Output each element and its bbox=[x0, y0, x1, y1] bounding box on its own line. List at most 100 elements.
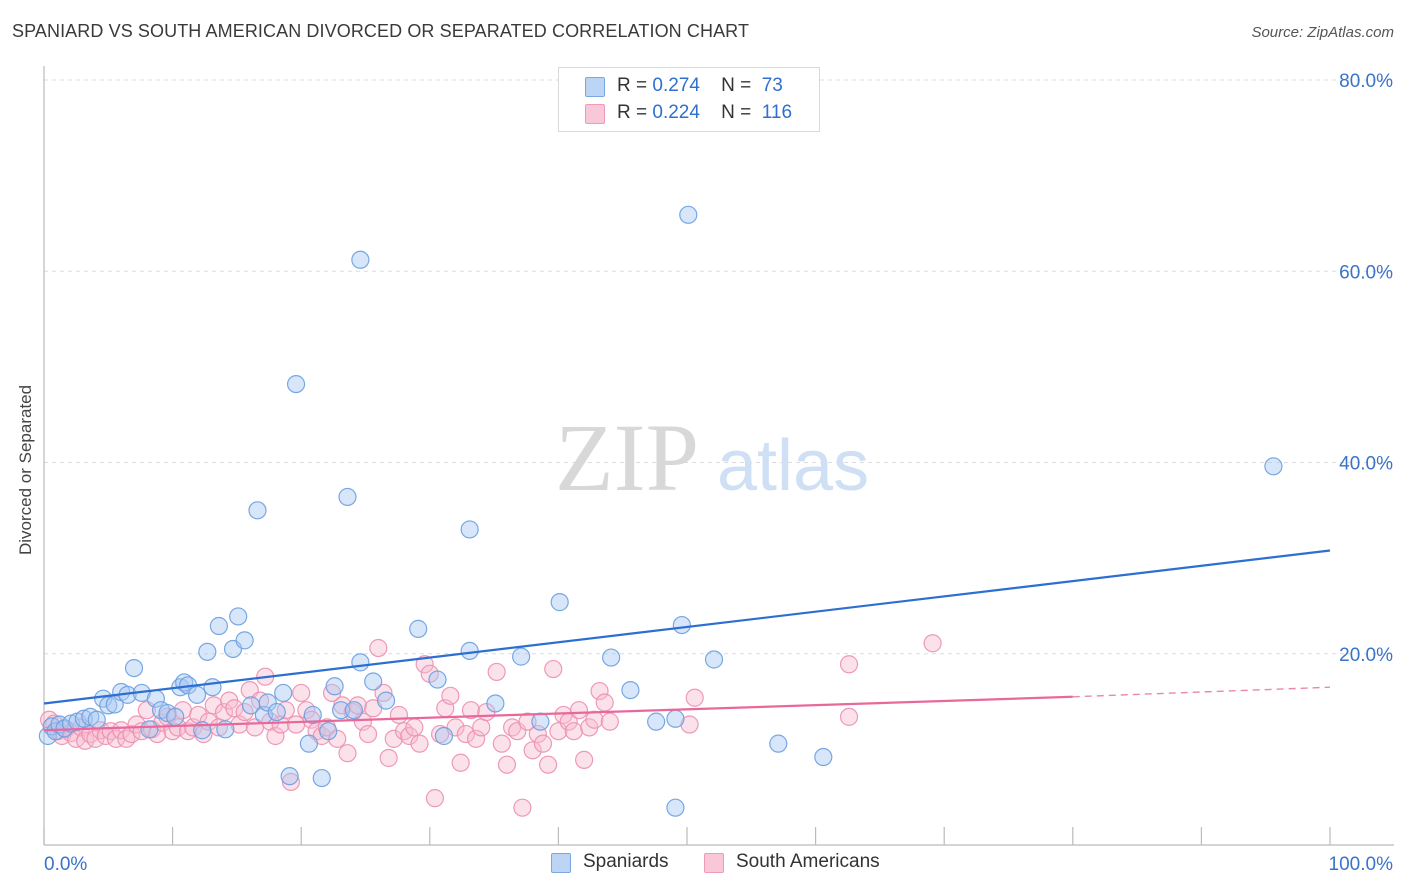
legend-n-label: N = bbox=[721, 75, 752, 96]
south-americans-point bbox=[122, 724, 141, 744]
trend-lines bbox=[43, 549, 1331, 732]
south-americans-point bbox=[410, 734, 429, 753]
south-americans-point bbox=[286, 715, 306, 734]
y-tick-label-20: 20.0% bbox=[1339, 645, 1393, 666]
south-americans-point bbox=[441, 686, 460, 705]
south-americans-point bbox=[839, 707, 859, 726]
axes bbox=[43, 66, 1394, 846]
x-tick-label-min: 0.0% bbox=[44, 854, 87, 875]
south-americans-points bbox=[40, 634, 942, 817]
spaniards-point bbox=[303, 705, 322, 725]
spaniards-point bbox=[203, 678, 222, 697]
spaniards-point bbox=[286, 374, 306, 394]
spaniards-point bbox=[312, 768, 331, 788]
south-americans-point bbox=[235, 702, 254, 722]
series-name-south-americans: South Americans bbox=[736, 851, 880, 872]
spaniards-point bbox=[672, 615, 691, 635]
spaniards-point bbox=[299, 734, 319, 753]
south-americans-point bbox=[685, 688, 704, 707]
spaniards-point bbox=[267, 702, 286, 722]
watermark-zip: ZIP bbox=[555, 404, 699, 511]
spaniards-point bbox=[512, 647, 531, 666]
spaniards-point bbox=[87, 710, 106, 729]
south-americans-point bbox=[466, 729, 486, 748]
south-americans-point bbox=[544, 659, 563, 679]
series-swatch-pink bbox=[704, 853, 724, 873]
spaniards-point bbox=[187, 685, 207, 704]
spaniards-point bbox=[325, 677, 344, 696]
stats-legend: R = 0.274 N = 73 R = 0.224 N = 116 bbox=[558, 67, 820, 132]
legend-r-value: 0.224 bbox=[652, 102, 700, 123]
south-americans-point bbox=[369, 638, 388, 658]
spaniards-point bbox=[319, 722, 338, 741]
spaniards-point bbox=[209, 616, 228, 636]
south-americans-point bbox=[358, 724, 378, 744]
south-americans-point bbox=[425, 789, 445, 808]
spaniards-point bbox=[666, 709, 685, 728]
tick-labels: 20.0% 40.0% 60.0% 80.0% 0.0% 100.0% bbox=[44, 71, 1393, 875]
south-americans-point bbox=[575, 750, 594, 769]
legend-swatch-blue bbox=[585, 77, 605, 97]
y-tick-label-60: 60.0% bbox=[1339, 262, 1393, 283]
south-americans-point bbox=[497, 755, 517, 774]
south-americans-point bbox=[281, 772, 301, 791]
series-name-spaniards: Spaniards bbox=[583, 851, 669, 872]
spaniards-point bbox=[434, 726, 454, 746]
spaniards-point bbox=[460, 520, 479, 539]
south-americans-point bbox=[600, 712, 619, 731]
spaniards-point bbox=[331, 701, 351, 720]
spaniards-trend-line bbox=[43, 549, 1331, 705]
spaniards-point bbox=[248, 501, 267, 520]
south-americans-point bbox=[923, 634, 942, 653]
spaniards-point bbox=[769, 734, 788, 753]
south-americans-point bbox=[472, 718, 491, 737]
legend-r-label: R = bbox=[617, 102, 648, 123]
south-americans-point bbox=[405, 718, 424, 737]
spaniards-point bbox=[74, 709, 93, 728]
legend-n-value: 73 bbox=[761, 75, 783, 96]
south-americans-point bbox=[451, 753, 470, 772]
spaniards-point bbox=[428, 670, 447, 689]
south-americans-point bbox=[533, 734, 553, 753]
chart-title: SPANIARD VS SOUTH AMERICAN DIVORCED OR S… bbox=[12, 21, 750, 41]
spaniards-point bbox=[344, 701, 364, 720]
south-americans-point bbox=[839, 655, 859, 674]
south-americans-point bbox=[523, 741, 542, 760]
south-americans-point bbox=[338, 744, 357, 763]
watermark: ZIP atlas bbox=[555, 404, 869, 511]
spaniards-point bbox=[679, 205, 698, 224]
y-tick-label-40: 40.0% bbox=[1339, 454, 1393, 475]
spaniards-point bbox=[198, 642, 217, 661]
spaniards-point bbox=[621, 680, 640, 700]
south-americans-trend-line bbox=[43, 695, 1073, 732]
south-americans-point bbox=[266, 726, 285, 746]
spaniards-point bbox=[235, 631, 254, 650]
south-americans-trend-extension bbox=[1072, 686, 1331, 698]
south-americans-point bbox=[461, 701, 481, 720]
spaniards-point bbox=[338, 487, 357, 507]
south-americans-point bbox=[292, 683, 311, 703]
spaniards-point bbox=[229, 607, 248, 626]
south-americans-point bbox=[456, 724, 475, 744]
spaniards-point bbox=[166, 707, 185, 726]
south-americans-point bbox=[539, 755, 558, 774]
spaniards-point bbox=[140, 720, 159, 739]
spaniards-point bbox=[486, 694, 505, 713]
legend-swatch-pink bbox=[585, 104, 605, 124]
south-americans-point bbox=[595, 693, 614, 712]
y-tick-label-80: 80.0% bbox=[1339, 71, 1393, 92]
legend-n-value: 116 bbox=[761, 102, 793, 123]
spaniards-point bbox=[376, 691, 396, 710]
south-americans-point bbox=[384, 729, 403, 748]
south-americans-point bbox=[564, 722, 583, 741]
spaniards-point bbox=[704, 650, 724, 669]
spaniards-point bbox=[531, 712, 550, 731]
spaniards-point bbox=[814, 747, 833, 767]
spaniards-point bbox=[550, 593, 569, 612]
legend-r-label: R = bbox=[617, 75, 648, 96]
legend-r-value: 0.274 bbox=[652, 75, 700, 96]
watermark-atlas: atlas bbox=[717, 426, 869, 506]
spaniards-point bbox=[647, 712, 666, 731]
south-americans-point bbox=[189, 705, 208, 725]
south-americans-point bbox=[492, 734, 511, 753]
